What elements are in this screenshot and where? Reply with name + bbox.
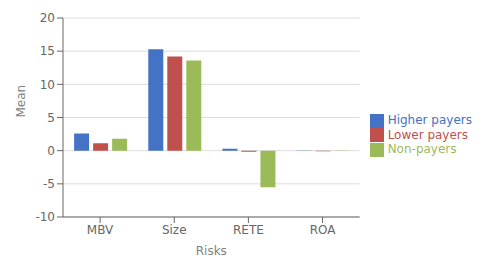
html-text:Higher payers: Higher payers [387, 113, 472, 128]
svg-text:20: 20 [40, 11, 55, 25]
svg-text:10: 10 [40, 78, 55, 92]
html-text:Lower payers: Lower payers [387, 127, 468, 142]
svg-text:5: 5 [47, 111, 55, 125]
svg-text:MBV: MBV [87, 223, 114, 237]
svg-text:-10: -10 [35, 210, 55, 224]
svg-text:Risks: Risks [196, 244, 227, 258]
svg-text:-5: -5 [43, 177, 55, 191]
svg-text:Size: Size [162, 223, 187, 237]
svg-text:0: 0 [47, 144, 55, 158]
svg-text:ROA: ROA [310, 223, 337, 237]
svg-text:RETE: RETE [233, 223, 264, 237]
svg-text:Mean: Mean [14, 85, 28, 118]
svg-text:15: 15 [40, 44, 55, 58]
html-text:Non-payers: Non-payers [387, 142, 457, 157]
